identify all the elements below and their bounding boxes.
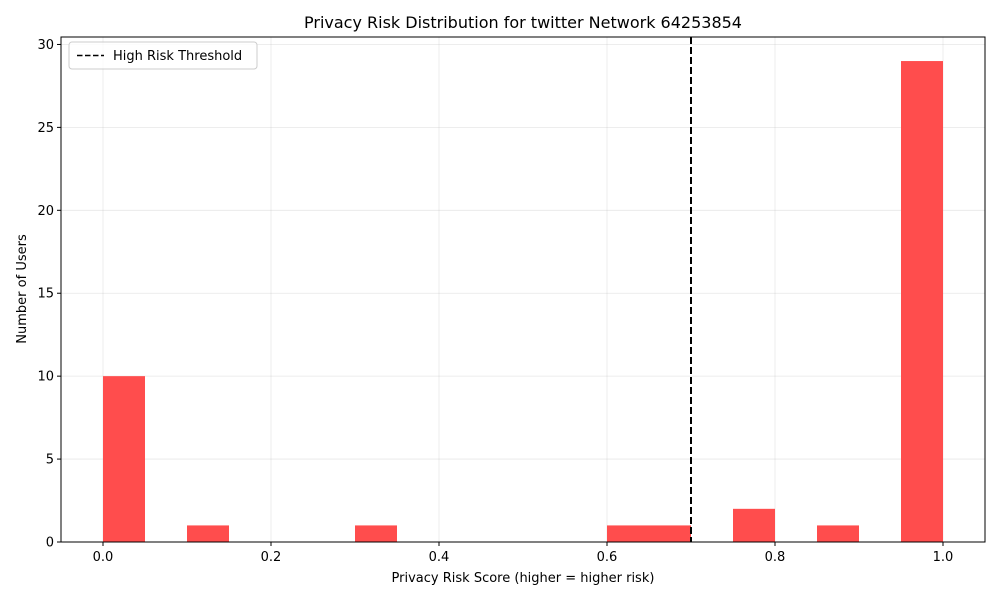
x-tick-label: 0.6 xyxy=(597,550,618,565)
chart-title: Privacy Risk Distribution for twitter Ne… xyxy=(304,13,742,32)
x-axis-ticks: 0.0 0.2 0.4 0.6 0.8 1.0 xyxy=(93,542,954,565)
histogram-bar xyxy=(103,376,145,542)
y-tick-label: 5 xyxy=(46,453,54,468)
y-axis-label: Number of Users xyxy=(15,234,30,344)
histogram-bar xyxy=(901,61,943,543)
histogram-bar xyxy=(817,525,859,542)
x-tick-label: 1.0 xyxy=(933,550,954,565)
y-tick-label: 10 xyxy=(37,370,54,385)
legend: High Risk Threshold xyxy=(68,41,258,70)
x-tick-label: 0.0 xyxy=(93,550,114,565)
histogram-bar xyxy=(649,525,691,542)
y-tick-label: 15 xyxy=(37,287,54,302)
plot-frame xyxy=(60,36,986,543)
y-tick-label: 20 xyxy=(37,204,54,219)
x-tick-label: 0.4 xyxy=(429,550,450,565)
histogram-bars xyxy=(103,61,943,543)
histogram-bar xyxy=(607,525,649,542)
y-tick-label: 0 xyxy=(46,536,54,551)
legend-threshold-label: High Risk Threshold xyxy=(113,49,242,64)
y-axis-ticks: 0 5 10 15 20 25 30 xyxy=(37,38,61,551)
axes-frame xyxy=(60,36,986,543)
legend-box xyxy=(68,41,258,70)
y-tick-label: 25 xyxy=(37,121,54,136)
histogram-bar xyxy=(733,508,775,542)
histogram-bar xyxy=(187,525,229,542)
histogram-bar xyxy=(355,525,397,542)
y-tick-label: 30 xyxy=(37,38,54,53)
x-tick-label: 0.8 xyxy=(765,550,786,565)
x-axis-label: Privacy Risk Score (higher = higher risk… xyxy=(392,571,655,586)
x-tick-label: 0.2 xyxy=(261,550,282,565)
